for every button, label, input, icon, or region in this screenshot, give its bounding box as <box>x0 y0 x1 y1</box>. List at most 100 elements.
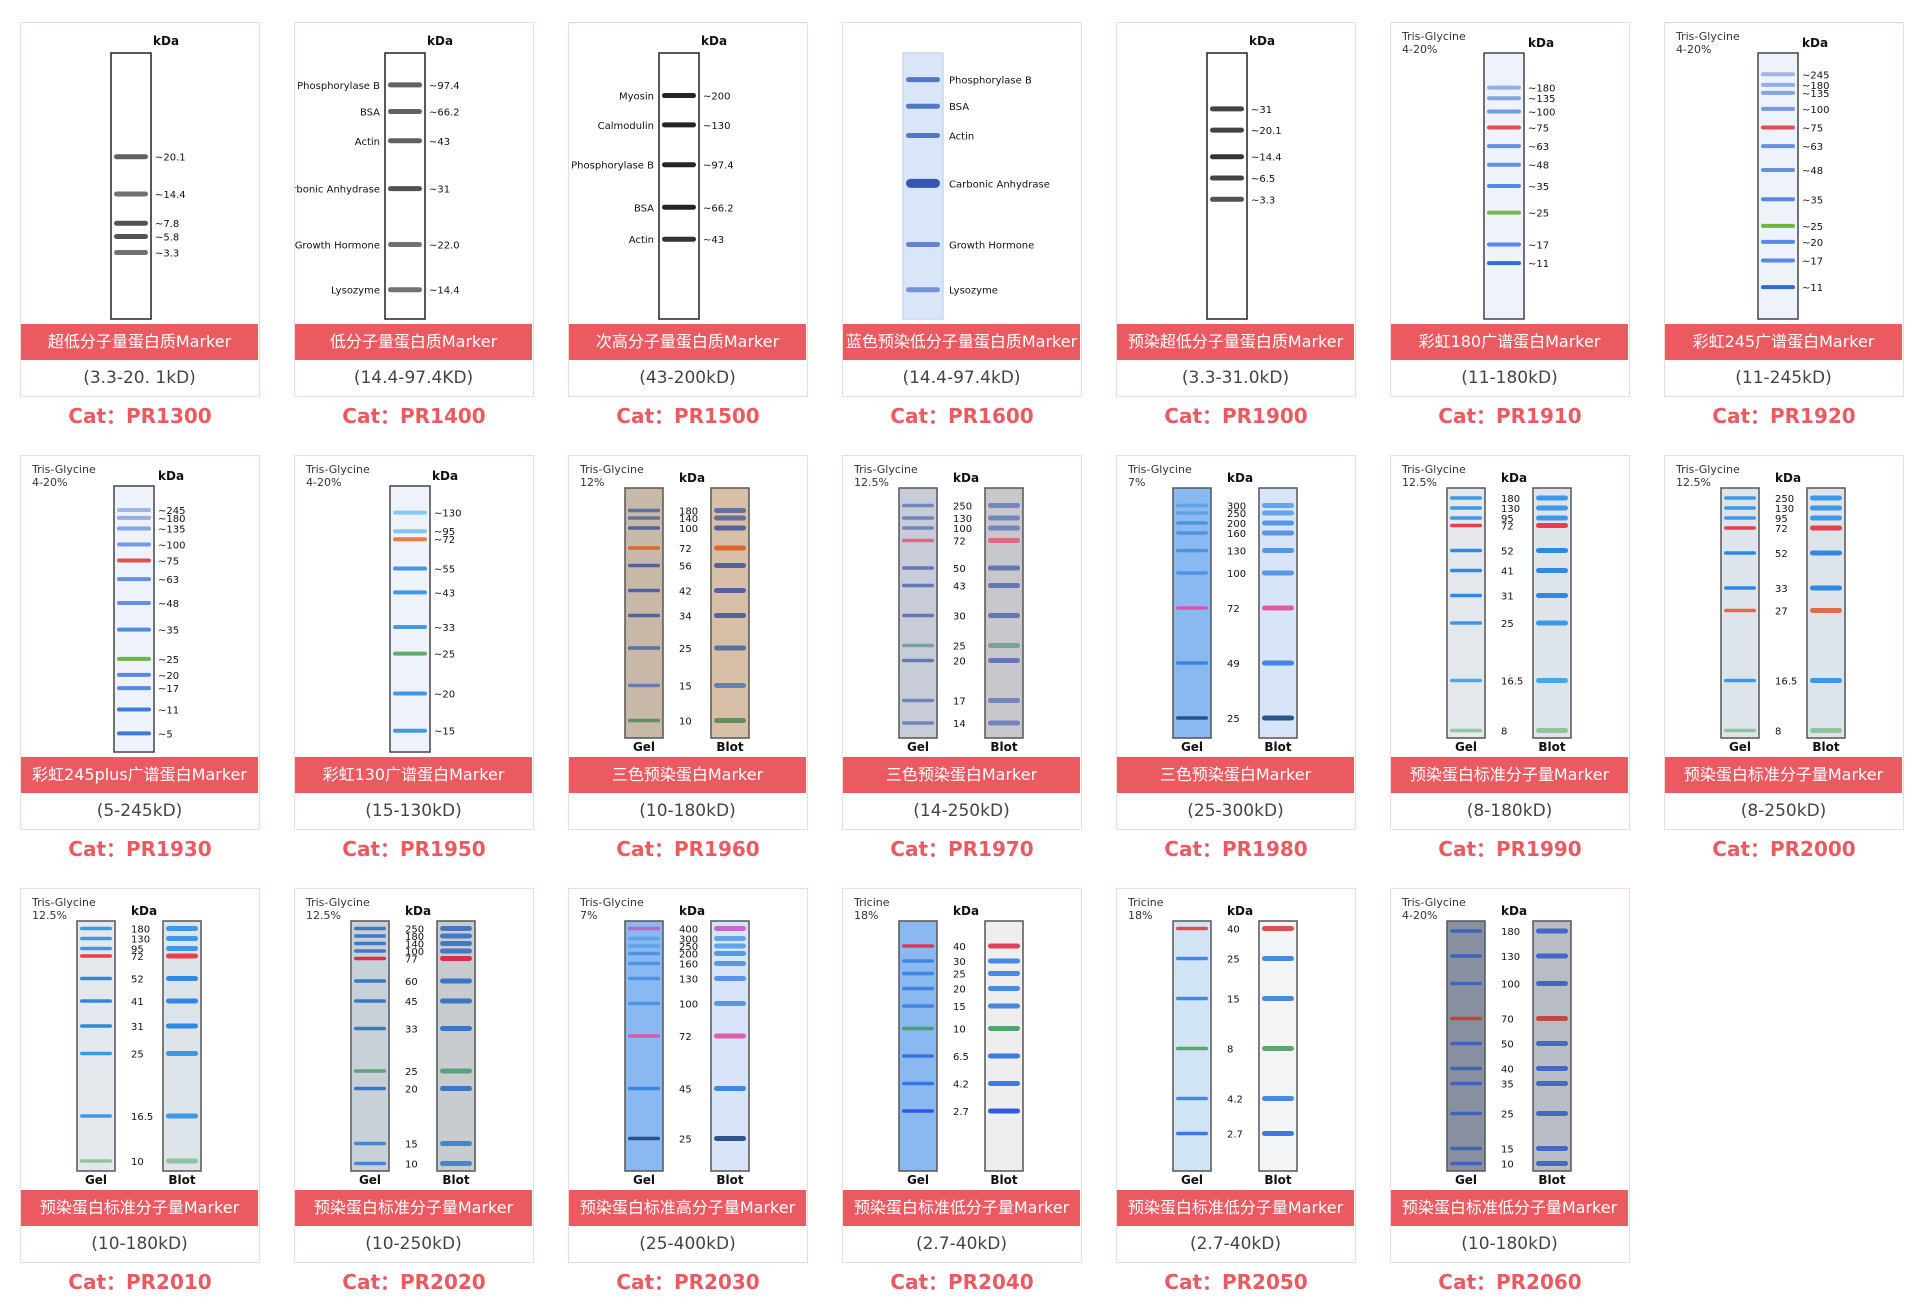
product-card-pr2050[interactable]: Tricine 18% kDa 40 25 15 8 4.2 2.7 Gel Blot 预染蛋白标准低… <box>1116 888 1356 1263</box>
product-card-pr1920[interactable]: Tris-Glycine 4-20% kDa ~245 ~180 ~135 ~100 ~75 ~… <box>1664 22 1904 397</box>
catalog-number[interactable]: Cat：PR2030 <box>616 1270 760 1294</box>
product-title-banner[interactable]: 蓝色预染低分子量蛋白质Marker <box>843 324 1080 360</box>
product-title-banner[interactable]: 预染蛋白标准低分子量Marker <box>1391 1190 1628 1226</box>
product-title-banner[interactable]: 三色预染蛋白Marker <box>843 757 1080 793</box>
product-title-banner[interactable]: 预染蛋白标准分子量Marker <box>21 1190 258 1226</box>
product-title-banner[interactable]: 彩虹245广谱蛋白Marker <box>1665 324 1902 360</box>
product-title-banner[interactable]: 预染蛋白标准分子量Marker <box>1665 757 1902 793</box>
kda-label: kDa <box>1528 36 1554 50</box>
catalog-number[interactable]: Cat：PR2000 <box>1712 837 1856 861</box>
product-card-pr1910[interactable]: Tris-Glycine 4-20% kDa ~180 ~135 ~100 ~75 ~63 ~4… <box>1390 22 1630 397</box>
catalog-number[interactable]: Cat：PR1950 <box>342 837 486 861</box>
blot-band <box>1810 515 1842 521</box>
product-title-banner[interactable]: 彩虹180广谱蛋白Marker <box>1391 324 1628 360</box>
product-card-pr2000[interactable]: Tris-Glycine 12.5% kDa 250 130 95 72 52 33 27 16.5… <box>1664 455 1904 830</box>
product-card-pr1300[interactable]: kDa ~20.1 ~14.4 ~7.8 ~5.8 ~3.3 超低分子量蛋白质Marker (… <box>20 22 260 397</box>
blot-band <box>1810 550 1842 556</box>
band <box>1761 285 1795 290</box>
product-title-banner[interactable]: 预染超低分子量蛋白质Marker <box>1117 324 1354 360</box>
band-mw-label: ~20.1 <box>1251 126 1282 137</box>
band-mw-label: 2.7 <box>953 1107 969 1118</box>
catalog-number[interactable]: Cat：PR1980 <box>1164 837 1308 861</box>
blot-lane-label: Blot <box>716 740 744 754</box>
product-card-pr2030[interactable]: Tris-Glycine 7% kDa 400 300 250 200 160 130 100 72… <box>568 888 808 1263</box>
product-title-banner[interactable]: 次高分子量蛋白质Marker <box>569 324 806 360</box>
band-mw-label: 130 <box>1775 504 1794 515</box>
band-mw-label: ~17 <box>158 684 179 695</box>
band-mw-label: 25 <box>1501 1110 1514 1121</box>
product-card-pr2040[interactable]: Tricine 18% kDa 40 30 25 20 15 10 6.5 4.2 2.7 Gel Blo… <box>842 888 1082 1263</box>
band-mw-label: 20 <box>405 1085 418 1096</box>
catalog-number[interactable]: Cat：PR1600 <box>890 404 1034 428</box>
product-card-pr1970[interactable]: Tris-Glycine 12.5% kDa 250 130 100 72 50 43 30 25 2… <box>842 455 1082 830</box>
product-card-pr1960[interactable]: Tris-Glycine 12% kDa 180 140 100 72 56 42 34 25 15 1… <box>568 455 808 830</box>
catalog-number[interactable]: Cat：PR2040 <box>890 1270 1034 1294</box>
product-card-pr2060[interactable]: Tris-Glycine 4-20% kDa 180 130 100 70 50 40 35 25 1… <box>1390 888 1630 1263</box>
band <box>388 82 422 88</box>
catalog-number[interactable]: Cat：PR1990 <box>1438 837 1582 861</box>
gel-band <box>628 926 660 931</box>
kda-label: kDa <box>701 34 727 48</box>
product-card-pr1500[interactable]: kDa ~200 Myosin ~130 Calmodulin ~97.4 Phosphor… <box>568 22 808 397</box>
catalog-number[interactable]: Cat：PR1960 <box>616 837 760 861</box>
catalog-number[interactable]: Cat：PR2020 <box>342 1270 486 1294</box>
band-mw-label: ~63 <box>1528 142 1549 153</box>
catalog-number[interactable]: Cat：PR1400 <box>342 404 486 428</box>
product-title-banner[interactable]: 预染蛋白标准高分子量Marker <box>569 1190 806 1226</box>
blot-band <box>440 1086 472 1091</box>
product-title-banner[interactable]: 彩虹245plus广谱蛋白Marker <box>21 757 258 793</box>
product-title-banner[interactable]: 超低分子量蛋白质Marker <box>21 324 258 360</box>
band-mw-label: ~5.8 <box>155 233 179 244</box>
blot-band <box>988 943 1020 949</box>
gel-band <box>628 951 660 956</box>
catalog-number[interactable]: Cat：PR1500 <box>616 404 760 428</box>
blot-band <box>1262 503 1294 508</box>
product-card-pr1600[interactable]: Phosphorylase B BSA Actin Carbonic Anhydras… <box>842 22 1082 397</box>
blot-band <box>1536 505 1568 511</box>
blot-band <box>714 563 746 568</box>
catalog-number[interactable]: Cat：PR2060 <box>1438 1270 1582 1294</box>
blot-band <box>1262 1131 1294 1136</box>
product-title-banner[interactable]: 预染蛋白标准低分子量Marker <box>843 1190 1080 1226</box>
catalog-number[interactable]: Cat：PR2010 <box>68 1270 212 1294</box>
product-card-pr1930[interactable]: Tris-Glycine 4-20% kDa ~245 ~180 ~135 ~100 ~75 ~… <box>20 455 260 830</box>
product-card-pr1900[interactable]: kDa ~31 ~20.1 ~14.4 ~6.5 ~3.3 预染超低分子量蛋白质Marker… <box>1116 22 1356 397</box>
product-title-banner[interactable]: 预染蛋白标准分子量Marker <box>295 1190 532 1226</box>
gel-band <box>1450 568 1482 573</box>
gel-percent-label: 4-20% <box>1676 43 1711 56</box>
catalog-number[interactable]: Cat：PR2050 <box>1164 1270 1308 1294</box>
product-title-banner[interactable]: 预染蛋白标准分子量Marker <box>1391 757 1628 793</box>
catalog-number[interactable]: Cat：PR1900 <box>1164 404 1308 428</box>
band-protein-name: Growth Hormone <box>949 241 1034 252</box>
catalog-number[interactable]: Cat：PR1930 <box>68 837 212 861</box>
product-card-pr1950[interactable]: Tris-Glycine 4-20% kDa ~130 ~95 ~72 ~55 ~43 ~33 ~… <box>294 455 534 830</box>
product-card-pr1980[interactable]: Tris-Glycine 7% kDa 300 250 200 160 130 100 72 49 2… <box>1116 455 1356 830</box>
product-title-banner[interactable]: 预染蛋白标准低分子量Marker <box>1117 1190 1354 1226</box>
gel-lane <box>1446 487 1486 739</box>
band-mw-label: 41 <box>1501 567 1514 578</box>
product-card-pr2010[interactable]: Tris-Glycine 12.5% kDa 180 130 95 72 52 41 31 25 16… <box>20 888 260 1263</box>
gel-lane <box>1720 487 1760 739</box>
product-title-banner[interactable]: 彩虹130广谱蛋白Marker <box>295 757 532 793</box>
product-card-pr1990[interactable]: Tris-Glycine 12.5% kDa 180 130 95 72 52 41 31 25 16… <box>1390 455 1630 830</box>
blot-band <box>988 1081 1020 1086</box>
band-mw-label: 30 <box>953 612 966 623</box>
band-mw-label: 100 <box>405 947 424 958</box>
band-mw-label: 30 <box>953 957 966 968</box>
product-card-pr1400[interactable]: kDa ~97.4 Phosphorylase B ~66.2 BSA ~43 Actin ~… <box>294 22 534 397</box>
product-title-banner[interactable]: 三色预染蛋白Marker <box>569 757 806 793</box>
product-title-banner[interactable]: 三色预染蛋白Marker <box>1117 757 1354 793</box>
product-card-pr2020[interactable]: Tris-Glycine 12.5% kDa 250 180 140 100 77 60 45 33… <box>294 888 534 1263</box>
catalog-number[interactable]: Cat：PR1920 <box>1712 404 1856 428</box>
band-protein-name: Calmodulin <box>598 121 654 132</box>
gel-band <box>1176 956 1208 961</box>
catalog-number[interactable]: Cat：PR1970 <box>890 837 1034 861</box>
catalog-number[interactable]: Cat：PR1300 <box>68 404 212 428</box>
band-mw-label: 4.2 <box>1227 1095 1243 1106</box>
catalog-number[interactable]: Cat：PR1910 <box>1438 404 1582 428</box>
product-title-banner[interactable]: 低分子量蛋白质Marker <box>295 324 532 360</box>
blot-lane-label: Blot <box>990 1173 1018 1187</box>
blot-band <box>1536 1146 1568 1151</box>
blot-band <box>166 936 198 941</box>
